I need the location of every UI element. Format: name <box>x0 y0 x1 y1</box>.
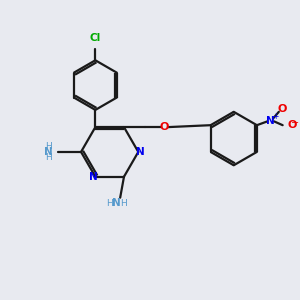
Text: N: N <box>112 198 121 208</box>
Text: H: H <box>106 199 113 208</box>
Text: +: + <box>272 112 279 121</box>
Text: N: N <box>266 116 274 126</box>
Text: O: O <box>287 120 297 130</box>
Text: O: O <box>159 122 169 132</box>
Text: −: − <box>291 118 299 128</box>
Text: Cl: Cl <box>90 33 101 43</box>
Text: H: H <box>45 142 52 151</box>
Text: N: N <box>136 147 145 157</box>
Text: O: O <box>277 104 286 114</box>
Text: N: N <box>44 147 53 157</box>
Text: N: N <box>88 172 97 182</box>
Text: H: H <box>121 199 128 208</box>
Text: H: H <box>45 153 52 162</box>
